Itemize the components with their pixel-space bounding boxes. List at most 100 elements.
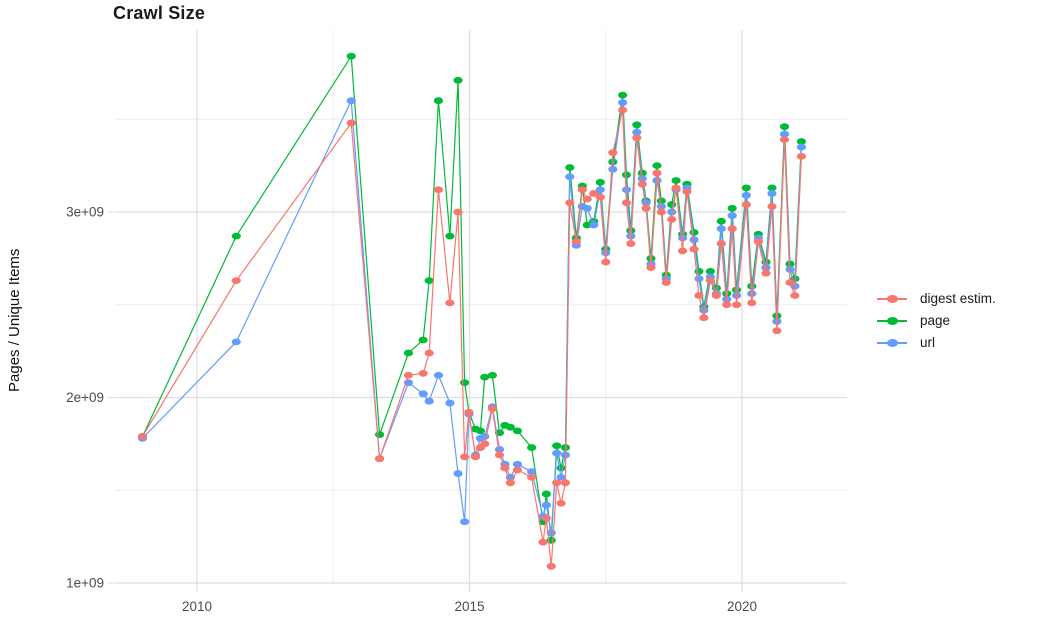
data-point-digest-estim- <box>747 299 757 307</box>
data-point-digest-estim- <box>652 169 662 177</box>
data-point-page <box>632 121 642 129</box>
data-point-url <box>424 397 434 405</box>
data-point-url <box>433 371 444 379</box>
data-point-page <box>512 427 523 435</box>
data-point-digest-estim- <box>346 119 356 127</box>
data-point-url <box>552 449 562 457</box>
data-point-digest-estim- <box>727 225 737 233</box>
data-point-url <box>656 203 666 210</box>
data-point-digest-estim- <box>552 479 562 487</box>
data-point-url <box>556 473 566 481</box>
data-point-digest-estim- <box>582 195 592 203</box>
data-point-digest-estim- <box>716 240 726 247</box>
data-point-url <box>494 446 505 453</box>
data-point-url <box>632 128 642 136</box>
data-point-digest-estim- <box>621 199 632 207</box>
y-axis-title: Pages / Unique Items <box>6 248 23 392</box>
data-point-digest-estim- <box>741 201 751 208</box>
data-point-digest-estim- <box>646 264 656 272</box>
data-point-digest-estim- <box>403 371 414 379</box>
data-point-digest-estim- <box>796 152 807 160</box>
data-point-page <box>505 423 515 431</box>
data-point-digest-estim- <box>418 369 428 377</box>
data-point-digest-estim- <box>608 149 618 157</box>
data-point-page <box>418 336 428 344</box>
data-point-page <box>346 52 356 60</box>
series-line-digest-estim- <box>141 109 803 567</box>
data-point-digest-estim- <box>470 453 481 461</box>
data-point-page <box>741 184 751 192</box>
data-point-digest-estim- <box>538 538 548 546</box>
data-point-digest-estim- <box>667 216 677 223</box>
data-point-url <box>779 130 790 138</box>
legend-key-digest-icon <box>877 292 907 305</box>
data-point-digest-estim- <box>505 479 515 487</box>
y-tick-label: 3e+09 <box>66 205 104 220</box>
data-point-digest-estim- <box>767 203 777 210</box>
data-point-page <box>374 431 385 438</box>
data-point-page <box>671 177 681 184</box>
data-point-digest-estim- <box>464 408 474 416</box>
data-point-url <box>595 186 605 194</box>
data-point-url <box>565 173 575 181</box>
data-point-page <box>621 171 632 179</box>
data-point-url <box>346 97 356 105</box>
data-point-digest-estim- <box>772 327 782 335</box>
data-point-page <box>727 204 737 212</box>
data-point-digest-estim- <box>137 433 148 440</box>
data-point-digest-estim- <box>618 106 628 114</box>
legend-key-page-icon <box>877 314 907 327</box>
data-point-url <box>716 225 726 233</box>
data-point-url <box>618 99 628 106</box>
y-tick-label: 1e+09 <box>66 576 104 591</box>
data-point-digest-estim- <box>480 440 490 448</box>
chart-title: Crawl Size <box>113 3 206 23</box>
data-point-url <box>453 470 463 477</box>
data-point-digest-estim- <box>577 186 587 194</box>
data-point-digest-estim- <box>231 277 241 285</box>
legend-item-url: url <box>877 335 996 350</box>
data-point-url <box>480 433 490 440</box>
data-point-digest-estim- <box>459 453 470 461</box>
data-point-page <box>527 444 537 451</box>
data-point-page <box>656 197 666 205</box>
data-point-url <box>727 212 737 220</box>
data-point-url <box>459 518 470 526</box>
data-point-url <box>582 204 592 212</box>
legend-key-url-icon <box>877 336 907 349</box>
data-point-digest-estim- <box>589 190 599 197</box>
data-point-digest-estim- <box>790 292 800 299</box>
data-point-digest-estim- <box>512 466 523 474</box>
data-point-digest-estim- <box>761 269 771 277</box>
data-point-page <box>637 169 647 177</box>
legend-label-digest: digest estim. <box>920 291 996 306</box>
data-point-url <box>667 208 677 216</box>
data-point-digest-estim- <box>527 473 537 481</box>
data-point-digest-estim- <box>779 136 790 144</box>
data-point-page <box>595 178 605 186</box>
data-point-url <box>694 275 704 283</box>
x-tick-label: 2010 <box>182 599 212 614</box>
data-point-page <box>552 442 562 450</box>
data-point-page <box>487 371 497 379</box>
data-point-digest-estim- <box>595 193 605 201</box>
data-point-digest-estim- <box>374 455 385 463</box>
x-tick-label: 2020 <box>727 599 757 614</box>
data-point-digest-estim- <box>500 464 510 472</box>
data-point-digest-estim- <box>565 199 575 207</box>
data-point-digest-estim- <box>699 314 709 322</box>
data-point-digest-estim- <box>487 405 497 413</box>
data-point-page <box>453 76 463 84</box>
data-point-digest-estim- <box>571 238 581 246</box>
data-point-digest-estim- <box>453 208 463 216</box>
data-point-digest-estim- <box>731 301 742 309</box>
data-point-page <box>480 373 490 381</box>
data-point-digest-estim- <box>694 292 704 299</box>
data-point-url <box>641 199 651 207</box>
data-point-digest-estim- <box>711 292 721 299</box>
data-point-url <box>637 175 647 183</box>
data-point-page <box>796 138 807 145</box>
data-point-page <box>459 379 470 387</box>
data-point-page <box>424 277 434 285</box>
